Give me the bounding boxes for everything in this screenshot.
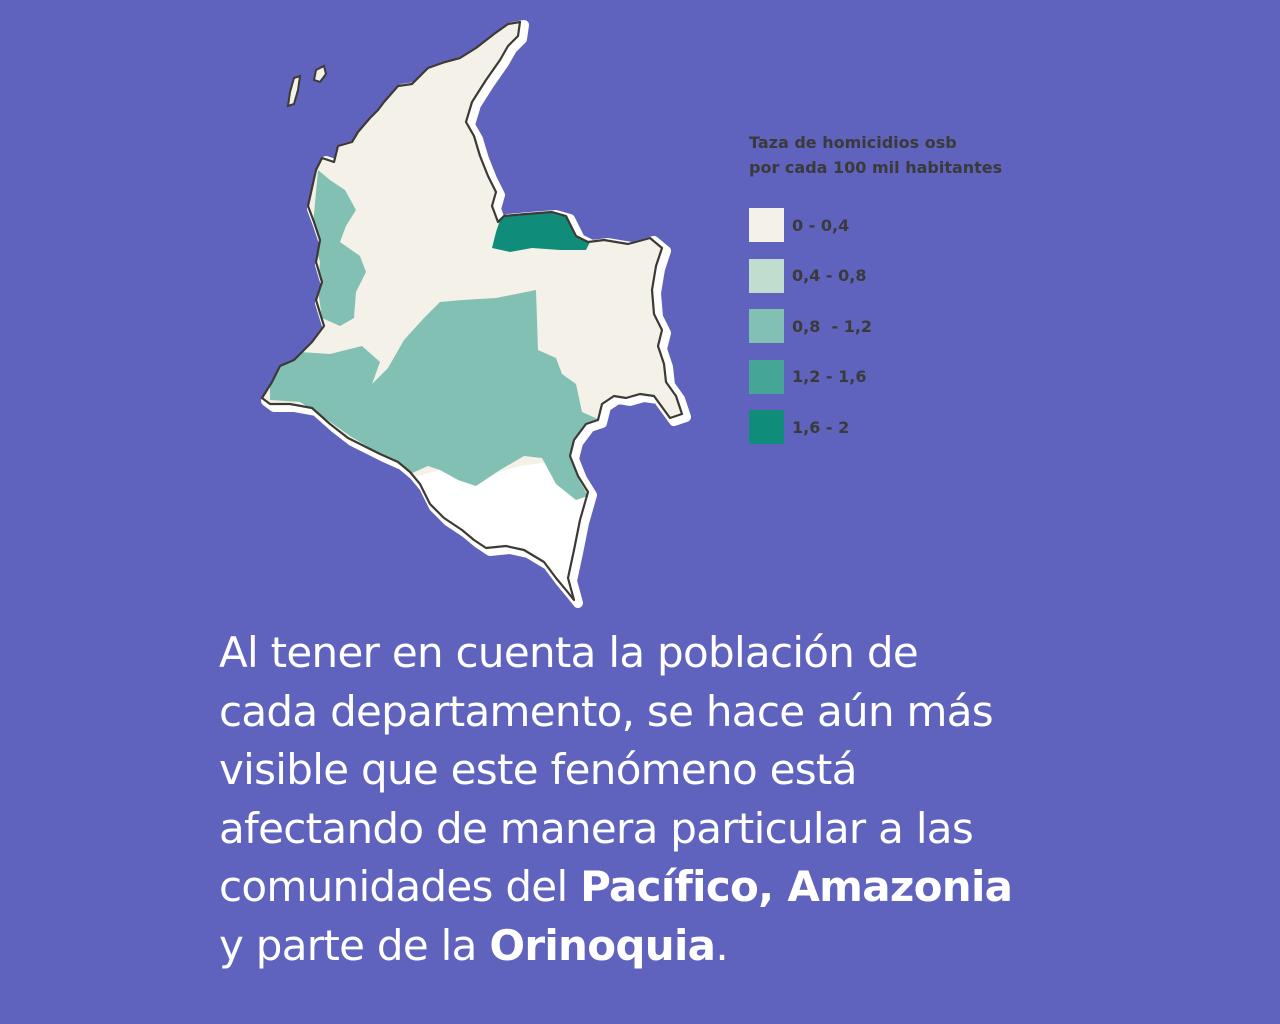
legend-title-line1: Taza de homicidios osb — [749, 133, 957, 152]
legend-title-line2: por cada 100 mil habitantes — [749, 158, 1003, 177]
legend-item: 1,6 - 2 — [749, 410, 1069, 444]
caption-period: . — [715, 920, 728, 970]
legend-item: 0 - 0,4 — [749, 208, 1069, 242]
legend-title: Taza de homicidios osb por cada 100 mil … — [749, 130, 1069, 180]
caption-line: y parte de la — [219, 920, 490, 970]
caption-line: comunidades del — [219, 862, 581, 911]
region-norte-santander — [492, 210, 590, 252]
region-centro-sur — [270, 290, 602, 500]
legend-label: 1,6 - 2 — [792, 417, 850, 437]
legend-swatch — [749, 208, 784, 242]
legend-label: 1,2 - 1,6 — [792, 367, 867, 386]
legend-item: 1,2 - 1,6 — [749, 359, 1069, 394]
caption-line: Al tener en cuenta la población de — [219, 628, 919, 677]
colombia-map — [260, 20, 691, 608]
map-svg — [260, 20, 691, 608]
legend-label: 0,4 - 0,8 — [792, 266, 867, 285]
legend-label: 0 - 0,4 — [792, 215, 850, 235]
map-legend: Taza de homicidios osb por cada 100 mil … — [749, 130, 1069, 461]
legend-swatch — [749, 258, 784, 293]
legend-swatch — [749, 309, 784, 343]
caption-line: afectando de manera particular a las — [219, 803, 974, 853]
legend-swatch — [749, 410, 784, 444]
legend-item: 0,8 - 1,2 — [749, 309, 1069, 343]
region-pacifico — [312, 170, 366, 326]
caption-paragraph: Al tener en cuenta la población de cada d… — [219, 624, 1119, 975]
country-outline — [260, 20, 684, 602]
island-san-andres — [286, 74, 302, 108]
caption-highlight-orinoquia: Orinoquia — [489, 920, 716, 970]
caption-highlight-pacifico-amazonia: Pacífico, Amazonia — [580, 862, 1013, 911]
legend-item: 0,4 - 0,8 — [749, 258, 1069, 293]
caption-line: visible que este fenómeno está — [219, 745, 857, 794]
legend-swatch — [749, 359, 784, 394]
caption-line: cada departamento, se hace aún más — [219, 686, 994, 736]
legend-label: 0,8 - 1,2 — [792, 316, 873, 336]
legend-items: 0 - 0,4 0,4 - 0,8 0,8 - 1,2 1,2 - 1,6 1,… — [749, 208, 1069, 444]
island-providencia — [312, 64, 328, 84]
